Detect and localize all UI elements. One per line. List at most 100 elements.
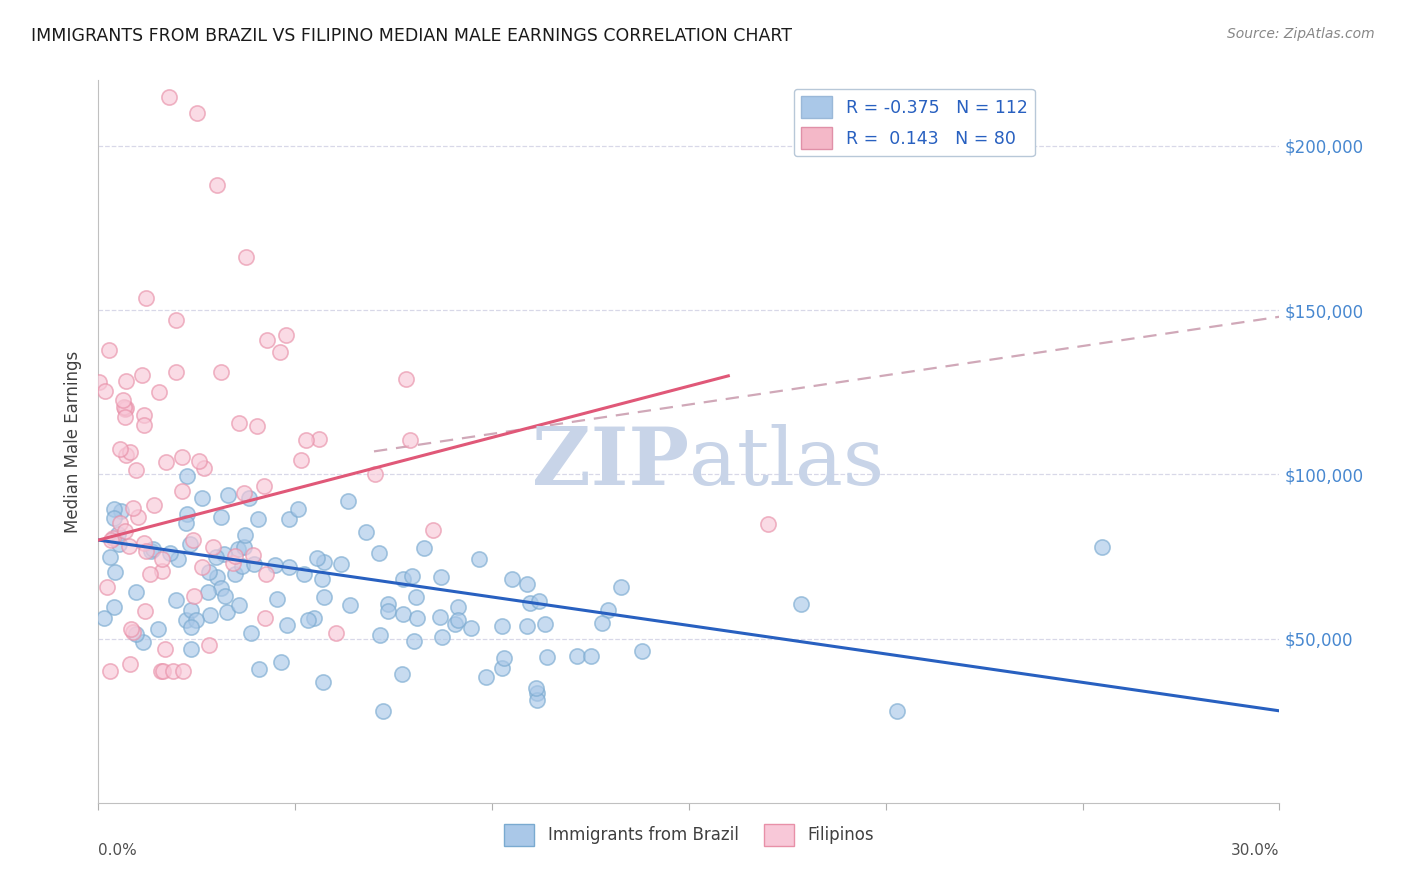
Point: [475, 670, 498, 684]
Point: [524, 681, 547, 695]
Point: [198, 607, 221, 622]
Point: [205, 549, 228, 564]
Point: [186, 613, 208, 627]
Point: [131, 635, 153, 649]
Point: [391, 607, 413, 621]
Point: [297, 614, 319, 628]
Point: [100, 665, 122, 679]
Point: [183, 589, 205, 603]
Point: [209, 365, 232, 379]
Point: [270, 655, 292, 669]
Point: [311, 674, 333, 689]
Point: [142, 542, 165, 557]
Point: [134, 604, 156, 618]
Point: [174, 516, 197, 530]
Point: [377, 604, 399, 618]
Point: [519, 596, 541, 610]
Point: [115, 401, 138, 415]
Point: [198, 638, 221, 652]
Point: [165, 593, 187, 607]
Point: [135, 291, 157, 305]
Point: [134, 409, 156, 423]
Point: [165, 312, 187, 326]
Point: [264, 558, 287, 573]
Point: [108, 516, 131, 530]
Point: [269, 345, 291, 359]
Point: [224, 549, 246, 563]
Point: [94, 384, 117, 399]
Point: [243, 558, 266, 572]
Point: [211, 582, 233, 596]
Point: [430, 570, 453, 584]
Point: [494, 651, 516, 665]
Point: [526, 686, 548, 700]
Point: [276, 618, 298, 632]
Point: [311, 572, 333, 586]
Point: [100, 533, 122, 547]
Point: [104, 565, 127, 579]
Point: [180, 642, 202, 657]
Point: [447, 613, 470, 627]
Point: [209, 510, 232, 524]
Point: [135, 544, 157, 558]
Point: [120, 623, 142, 637]
Point: [202, 540, 225, 554]
Point: [579, 649, 602, 664]
Point: [405, 590, 427, 604]
Point: [596, 603, 619, 617]
Point: [110, 504, 132, 518]
Point: [242, 548, 264, 562]
Point: [193, 460, 215, 475]
Text: ZIP: ZIP: [531, 425, 689, 502]
Point: [142, 498, 165, 512]
Point: [108, 537, 131, 551]
Point: [287, 501, 309, 516]
Point: [395, 371, 418, 385]
Point: [790, 597, 813, 611]
Point: [516, 577, 538, 591]
Point: [429, 610, 451, 624]
Point: [367, 546, 389, 560]
Point: [228, 416, 250, 430]
Point: [460, 621, 482, 635]
Point: [235, 251, 257, 265]
Point: [399, 433, 422, 447]
Point: [238, 491, 260, 505]
Point: [468, 551, 491, 566]
Point: [536, 650, 558, 665]
Point: [87, 375, 110, 389]
Text: 30.0%: 30.0%: [1232, 843, 1279, 857]
Text: IMMIGRANTS FROM BRAZIL VS FILIPINO MEDIAN MALE EARNINGS CORRELATION CHART: IMMIGRANTS FROM BRAZIL VS FILIPINO MEDIA…: [31, 27, 792, 45]
Point: [170, 450, 193, 464]
Point: [148, 384, 170, 399]
Point: [491, 619, 513, 633]
Point: [354, 524, 377, 539]
Point: [392, 572, 415, 586]
Point: [187, 454, 209, 468]
Point: [256, 333, 278, 347]
Point: [314, 555, 336, 569]
Point: [114, 375, 136, 389]
Point: [114, 402, 136, 417]
Point: [214, 589, 236, 603]
Point: [125, 627, 148, 641]
Point: [121, 501, 143, 516]
Point: [609, 580, 631, 594]
Point: [93, 611, 115, 625]
Point: [118, 657, 141, 671]
Y-axis label: Median Male Earnings: Median Male Earnings: [63, 351, 82, 533]
Point: [308, 432, 330, 446]
Point: [153, 642, 176, 657]
Text: 0.0%: 0.0%: [98, 843, 138, 857]
Point: [132, 536, 155, 550]
Point: [114, 409, 136, 424]
Point: [302, 611, 325, 625]
Point: [139, 544, 162, 558]
Point: [176, 469, 198, 483]
Point: [266, 592, 288, 607]
Point: [253, 479, 276, 493]
Point: [224, 566, 246, 581]
Point: [180, 620, 202, 634]
Point: [174, 613, 197, 627]
Point: [149, 665, 172, 679]
